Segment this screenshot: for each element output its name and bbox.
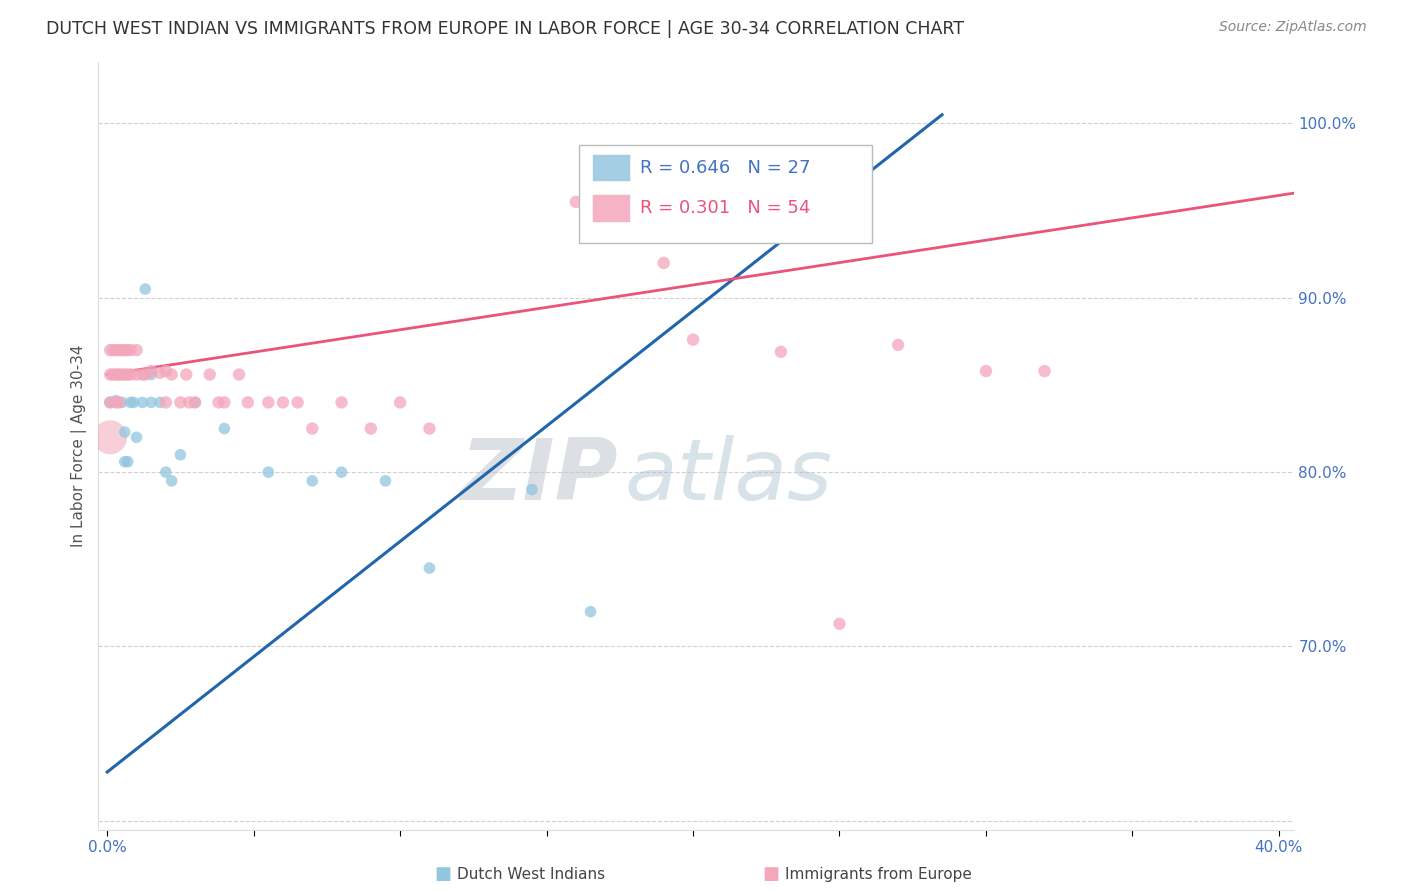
Point bbox=[565, 194, 588, 209]
Point bbox=[125, 430, 148, 444]
Point bbox=[179, 395, 201, 409]
Point bbox=[271, 395, 294, 409]
Text: atlas: atlas bbox=[624, 435, 832, 518]
Point bbox=[257, 395, 280, 409]
Point bbox=[682, 333, 704, 347]
Point bbox=[98, 395, 121, 409]
Point bbox=[120, 395, 142, 409]
Point bbox=[374, 474, 396, 488]
Point bbox=[114, 425, 136, 439]
Point bbox=[108, 395, 131, 409]
Point bbox=[418, 421, 440, 435]
Point bbox=[105, 343, 127, 357]
Point bbox=[114, 455, 136, 469]
Text: ■: ■ bbox=[762, 865, 779, 883]
Point bbox=[330, 395, 353, 409]
Point bbox=[330, 465, 353, 479]
Point bbox=[108, 368, 131, 382]
Point bbox=[108, 343, 131, 357]
Point bbox=[236, 395, 259, 409]
Point bbox=[108, 368, 131, 382]
Point bbox=[111, 368, 134, 382]
Point bbox=[117, 455, 139, 469]
Point bbox=[974, 364, 997, 378]
Point bbox=[149, 395, 172, 409]
Point bbox=[769, 344, 792, 359]
Point bbox=[141, 395, 163, 409]
Point bbox=[155, 364, 177, 378]
Point bbox=[287, 395, 309, 409]
Point bbox=[257, 465, 280, 479]
FancyBboxPatch shape bbox=[592, 194, 630, 222]
Point bbox=[169, 395, 191, 409]
Point bbox=[301, 421, 323, 435]
Point bbox=[114, 343, 136, 357]
Point bbox=[141, 368, 163, 382]
Point bbox=[160, 474, 183, 488]
Text: DUTCH WEST INDIAN VS IMMIGRANTS FROM EUROPE IN LABOR FORCE | AGE 30-34 CORRELATI: DUTCH WEST INDIAN VS IMMIGRANTS FROM EUR… bbox=[46, 20, 965, 37]
Point bbox=[155, 395, 177, 409]
Point bbox=[131, 395, 153, 409]
Text: R = 0.301   N = 54: R = 0.301 N = 54 bbox=[640, 199, 810, 217]
Point bbox=[125, 343, 148, 357]
Point bbox=[579, 605, 602, 619]
Point bbox=[98, 395, 121, 409]
Point bbox=[174, 368, 197, 382]
Point bbox=[184, 395, 207, 409]
Point bbox=[105, 395, 127, 409]
Point bbox=[117, 368, 139, 382]
Point bbox=[1033, 364, 1056, 378]
Point bbox=[98, 430, 121, 444]
Text: Immigrants from Europe: Immigrants from Europe bbox=[785, 867, 972, 881]
Point bbox=[105, 368, 127, 382]
Point bbox=[520, 483, 543, 497]
Point bbox=[141, 364, 163, 378]
Point bbox=[887, 338, 910, 352]
Point bbox=[114, 368, 136, 382]
Text: Dutch West Indians: Dutch West Indians bbox=[457, 867, 605, 881]
Point bbox=[149, 366, 172, 380]
Point bbox=[122, 395, 145, 409]
Point bbox=[98, 343, 121, 357]
Point bbox=[360, 421, 382, 435]
Point bbox=[652, 256, 675, 270]
Point bbox=[214, 421, 236, 435]
Point bbox=[169, 448, 191, 462]
Point bbox=[828, 616, 851, 631]
Text: R = 0.646   N = 27: R = 0.646 N = 27 bbox=[640, 159, 810, 177]
Point bbox=[111, 343, 134, 357]
Point bbox=[214, 395, 236, 409]
Point bbox=[134, 368, 156, 382]
Point bbox=[160, 368, 183, 382]
Point bbox=[155, 465, 177, 479]
Point bbox=[111, 395, 134, 409]
Point bbox=[228, 368, 250, 382]
Point bbox=[131, 368, 153, 382]
Text: ■: ■ bbox=[434, 865, 451, 883]
Point bbox=[184, 395, 207, 409]
Point bbox=[125, 368, 148, 382]
Y-axis label: In Labor Force | Age 30-34: In Labor Force | Age 30-34 bbox=[72, 344, 87, 548]
Point bbox=[120, 343, 142, 357]
Point bbox=[198, 368, 221, 382]
Text: ZIP: ZIP bbox=[461, 435, 619, 518]
Point bbox=[101, 368, 124, 382]
Text: Source: ZipAtlas.com: Source: ZipAtlas.com bbox=[1219, 20, 1367, 34]
Point bbox=[418, 561, 440, 575]
Point bbox=[117, 343, 139, 357]
FancyBboxPatch shape bbox=[592, 153, 630, 181]
Point bbox=[98, 368, 121, 382]
Point bbox=[101, 343, 124, 357]
Point bbox=[134, 282, 156, 296]
Point bbox=[105, 393, 127, 408]
FancyBboxPatch shape bbox=[579, 145, 872, 243]
Point bbox=[301, 474, 323, 488]
Point bbox=[389, 395, 412, 409]
Point bbox=[207, 395, 229, 409]
Point bbox=[120, 368, 142, 382]
